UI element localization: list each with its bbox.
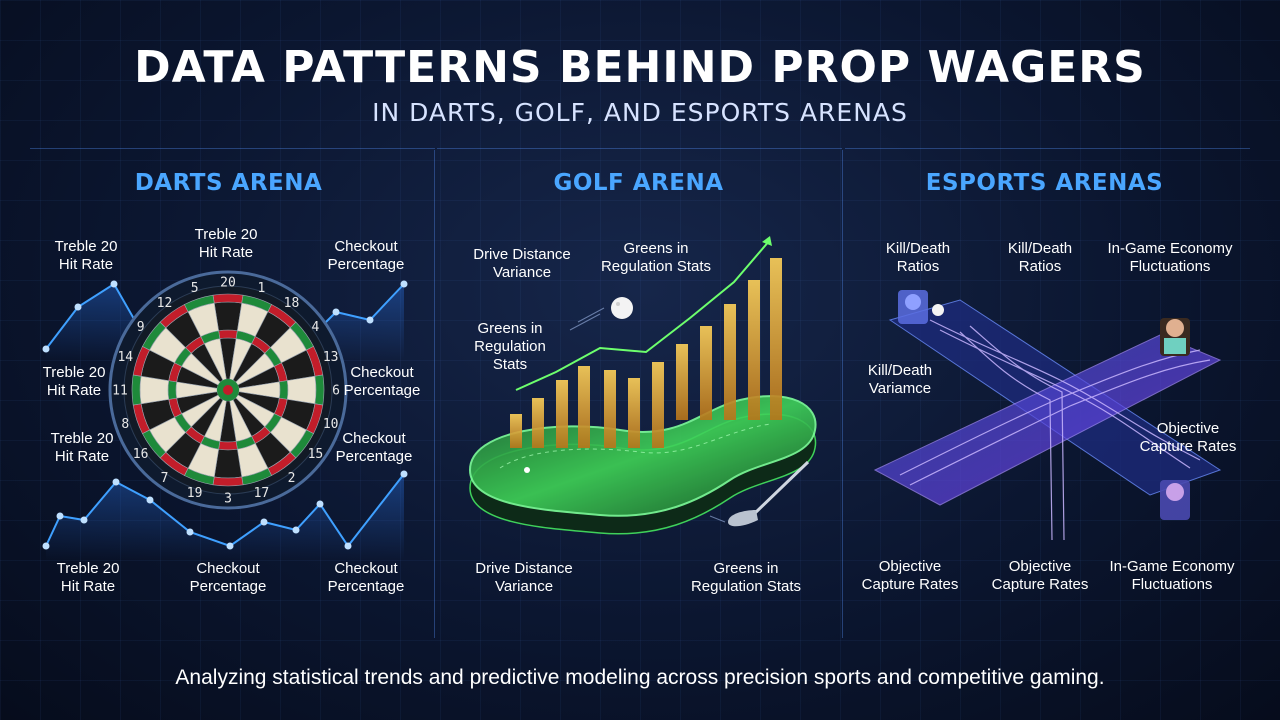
dartboard-number: 2 — [288, 471, 296, 486]
golf-bar — [604, 370, 616, 448]
esports-label-8: In-Game Economy Fluctuations — [1109, 558, 1235, 593]
darts-label-1: Treble 20 Hit Rate — [54, 238, 118, 273]
darts-label-9: Checkout Percentage — [189, 560, 267, 595]
golf-panel — [437, 148, 842, 639]
dartboard-number: 17 — [254, 486, 270, 501]
dartboard-number: 9 — [137, 320, 145, 335]
darts-label-10: Checkout Percentage — [327, 560, 405, 595]
dartboard-number: 16 — [133, 447, 149, 462]
esports-label-5: Objective Capture Rates — [1139, 420, 1237, 455]
golf-bar — [676, 344, 688, 420]
dartboard-number: 12 — [157, 296, 173, 311]
esports-label-6: Objective Capture Rates — [861, 558, 959, 593]
golf-label-3: Greens in Regulation Stats — [474, 320, 546, 373]
golf-bar — [510, 414, 522, 448]
dartboard-number: 14 — [117, 350, 133, 365]
dartboard-number: 8 — [121, 417, 129, 432]
esports-panel — [845, 148, 1250, 639]
golf-label-2: Greens in Regulation Stats — [600, 240, 712, 275]
esports-label-3: In-Game Economy Fluctuations — [1107, 240, 1233, 275]
dartboard-number: 19 — [187, 486, 203, 501]
dartboard-number: 3 — [224, 492, 232, 507]
dartboard-sector — [184, 294, 215, 312]
dartboard-number: 18 — [284, 296, 300, 311]
darts-label-3: Checkout Percentage — [327, 238, 405, 273]
golf-bar — [652, 362, 664, 448]
golf-heading: GOLF ARENA — [553, 170, 724, 196]
esports-label-4: Kill/Death Variamce — [867, 362, 933, 397]
dartboard: 20 1 18 4 13 6 10 15 2 17 3 19 7 16 8 11 14 9 12 5 — [108, 270, 348, 510]
golf-label-1: Drive Distance Variance — [473, 246, 571, 281]
esports-label-7: Objective Capture Rates — [991, 558, 1089, 593]
golf-bar — [770, 258, 782, 420]
darts-label-2: Treble 20 Hit Rate — [194, 226, 258, 261]
esports-label-1: Kill/Death Ratios — [885, 240, 951, 275]
darts-label-5: Checkout Percentage — [343, 364, 421, 399]
golf-bar — [532, 398, 544, 448]
dartboard-number: 11 — [112, 384, 128, 399]
esports-label-2: Kill/Death Ratios — [1007, 240, 1073, 275]
dartboard-number: 13 — [323, 350, 339, 365]
panel-divider-right — [842, 150, 843, 638]
darts-label-8: Treble 20 Hit Rate — [56, 560, 120, 595]
darts-panel — [30, 148, 435, 639]
golf-label-4: Drive Distance Variance — [475, 560, 573, 595]
page-subtitle: IN DARTS, GOLF, AND ESPORTS ARENAS — [372, 98, 908, 127]
dartboard-number: 4 — [311, 320, 319, 335]
golf-bar — [578, 366, 590, 448]
esports-heading: ESPORTS ARENAS — [925, 170, 1164, 196]
dartboard-number: 1 — [257, 281, 265, 296]
darts-label-4: Treble 20 Hit Rate — [42, 364, 106, 399]
golf-label-5: Greens in Regulation Stats — [690, 560, 802, 595]
dartboard-number: 6 — [332, 384, 340, 399]
golf-bar — [628, 378, 640, 448]
dartboard-number: 7 — [161, 471, 169, 486]
page-title: DATA PATTERNS BEHIND PROP WAGERS — [134, 42, 1146, 93]
golf-bar — [700, 326, 712, 420]
darts-heading: DARTS ARENA — [134, 170, 323, 196]
dartboard-number: 20 — [220, 276, 236, 291]
dartboard-number: 5 — [191, 281, 199, 296]
footer-caption: Analyzing statistical trends and predict… — [175, 666, 1105, 689]
darts-label-7: Checkout Percentage — [335, 430, 413, 465]
darts-label-6: Treble 20 Hit Rate — [50, 430, 114, 465]
golf-bar — [556, 380, 568, 448]
golf-bar — [724, 304, 736, 420]
panel-divider-left — [434, 150, 435, 638]
dartboard-number: 15 — [308, 447, 324, 462]
dartboard-number: 10 — [323, 417, 339, 432]
golf-bar — [748, 280, 760, 420]
